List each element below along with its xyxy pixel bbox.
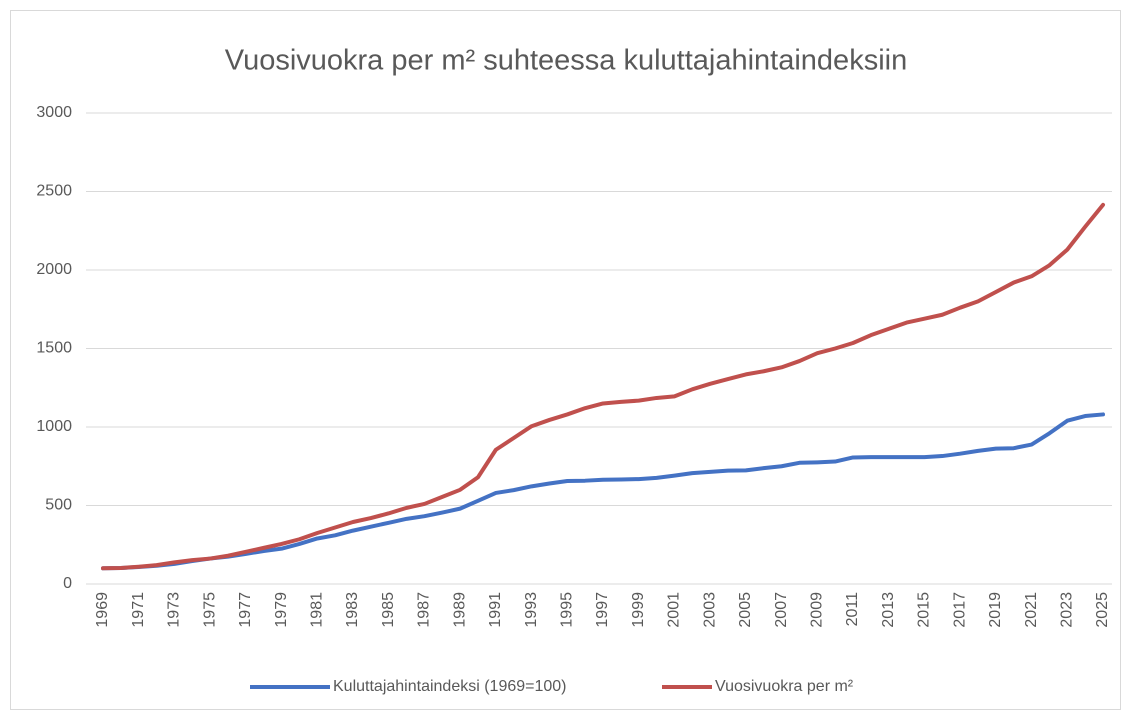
x-tick-label: 2005 [737,592,754,628]
x-tick-label: 1973 [166,592,183,628]
x-tick-label: 2003 [701,592,718,628]
y-tick-label: 2500 [36,183,72,200]
series-line [101,202,1105,571]
x-tick-label: 1997 [594,592,611,628]
x-tick-label: 2021 [1023,592,1040,628]
x-tick-label: 2007 [773,592,790,628]
x-tick-label: 2001 [666,592,683,628]
x-tick-label: 1989 [451,592,468,628]
x-tick-label: 1985 [380,592,397,628]
chart-title: Vuosivuokra per m² suhteessa kuluttajahi… [225,45,907,77]
x-tick-label: 2011 [844,592,861,627]
x-tick-label: 1987 [416,592,433,628]
x-tick-label: 2013 [880,592,897,628]
x-tick-label: 1979 [273,592,290,628]
x-tick-label: 2019 [987,592,1004,628]
x-tick-label: 2017 [951,592,968,628]
legend-label: Kuluttajahintaindeksi (1969=100) [333,678,567,695]
x-tick-label: 1977 [237,592,254,628]
y-tick-label: 1000 [36,418,72,435]
x-tick-label: 1971 [130,592,147,628]
x-tick-label: 1983 [344,592,361,628]
y-tick-label: 500 [45,497,72,514]
x-tick-label: 2025 [1094,592,1111,628]
x-tick-label: 2009 [809,592,826,628]
x-tick-label: 1991 [487,592,504,628]
legend-label: Vuosivuokra per m² [715,678,854,695]
series-line [101,412,1105,571]
x-tick-label: 2015 [916,592,933,628]
x-tick-label: 1999 [630,592,647,628]
x-tick-label: 1969 [94,592,111,628]
y-tick-label: 0 [63,575,72,592]
x-tick-label: 1975 [201,592,218,628]
x-tick-label: 1995 [559,592,576,628]
x-tick-label: 2023 [1059,592,1076,628]
y-tick-label: 3000 [36,104,72,121]
x-tick-label: 1981 [309,592,326,628]
chart-border [10,10,1121,710]
y-tick-label: 1500 [36,340,72,357]
y-tick-label: 2000 [36,261,72,278]
x-tick-label: 1993 [523,592,540,628]
